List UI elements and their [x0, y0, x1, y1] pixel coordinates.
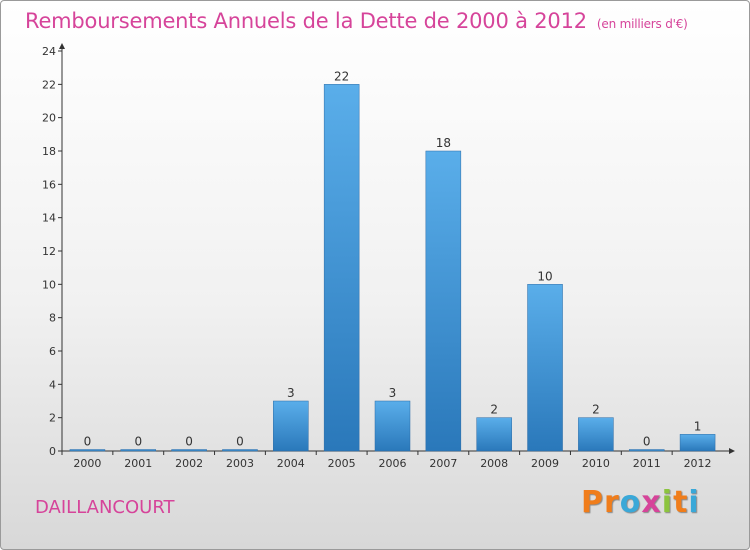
x-tick-label: 2005 — [328, 457, 356, 470]
x-tick-label: 2003 — [226, 457, 254, 470]
y-tick-label: 10 — [42, 278, 56, 291]
title-text: Remboursements Annuels de la Dette de 20… — [25, 9, 587, 33]
bar-2001 — [120, 449, 157, 452]
y-tick-label: 8 — [49, 312, 56, 325]
logo-letter: i — [661, 485, 674, 520]
value-label: 2 — [490, 403, 498, 417]
value-label: 0 — [236, 435, 244, 449]
x-tick-label: 2009 — [531, 457, 559, 470]
value-label: 0 — [84, 435, 92, 449]
y-tick-label: 16 — [42, 178, 56, 191]
y-tick-label: 2 — [49, 412, 56, 425]
unit-label: (en milliers d'€) — [596, 17, 688, 31]
x-tick-label: 2001 — [124, 457, 152, 470]
value-label: 10 — [537, 269, 552, 283]
bar-2003 — [222, 449, 258, 452]
x-tick-label: 2011 — [633, 457, 661, 470]
y-tick-label: 12 — [42, 245, 56, 258]
y-tick-label: 14 — [42, 212, 56, 225]
bar-2006 — [374, 400, 411, 452]
x-tick-label: 2012 — [684, 457, 712, 470]
value-label: 2 — [592, 403, 600, 417]
value-label: 0 — [643, 435, 651, 449]
y-tick-label: 0 — [49, 445, 56, 458]
x-tick-label: 2006 — [379, 457, 407, 470]
x-tick-label: 2002 — [175, 457, 203, 470]
y-tick-label: 24 — [42, 45, 56, 58]
y-axis-arrow — [59, 43, 65, 49]
value-label: 0 — [134, 435, 142, 449]
commune-name: DAILLANCOURT — [35, 497, 175, 518]
chart-title: Remboursements Annuels de la Dette de 20… — [25, 9, 688, 33]
x-axis-arrow — [729, 448, 735, 454]
bar-2002 — [171, 449, 207, 452]
bar-2007 — [425, 150, 462, 452]
logo-letter: o — [619, 485, 642, 520]
x-tick-label: 2007 — [429, 457, 457, 470]
logo-letter: P — [581, 485, 604, 520]
logo-letter: x — [641, 485, 662, 520]
bars: 0 0 0 0 3 22 3 18 2 10 2 0 1 — [69, 69, 716, 452]
value-label: 22 — [334, 69, 349, 83]
logo-letter: r — [604, 485, 620, 520]
value-label: 3 — [389, 386, 397, 400]
bar-2008 — [476, 417, 512, 452]
value-label: 18 — [436, 136, 451, 150]
bar-2000 — [69, 449, 106, 452]
x-tick-label: 2008 — [480, 457, 508, 470]
y-tick-label: 18 — [42, 145, 56, 158]
x-tick-label: 2010 — [582, 457, 610, 470]
bar-2012 — [679, 434, 716, 452]
bar-2010 — [578, 417, 614, 452]
bar-2009 — [527, 284, 563, 452]
y-tick-label: 4 — [49, 378, 56, 391]
logo-letter: i — [688, 485, 700, 520]
logo-letter: t — [673, 485, 689, 520]
y-tick-label: 6 — [49, 345, 56, 358]
bar-2011 — [628, 449, 665, 452]
proxiti-logo: Proxiti — [581, 485, 700, 520]
value-label: 0 — [185, 435, 193, 449]
bar-2004 — [273, 400, 309, 452]
value-label: 1 — [694, 419, 702, 433]
y-tick-label: 22 — [42, 78, 56, 91]
y-tick-label: 20 — [42, 112, 56, 125]
x-tick-label: 2004 — [277, 457, 305, 470]
x-tick-label: 2000 — [73, 457, 101, 470]
bar-2005 — [323, 84, 360, 452]
value-label: 3 — [287, 386, 295, 400]
